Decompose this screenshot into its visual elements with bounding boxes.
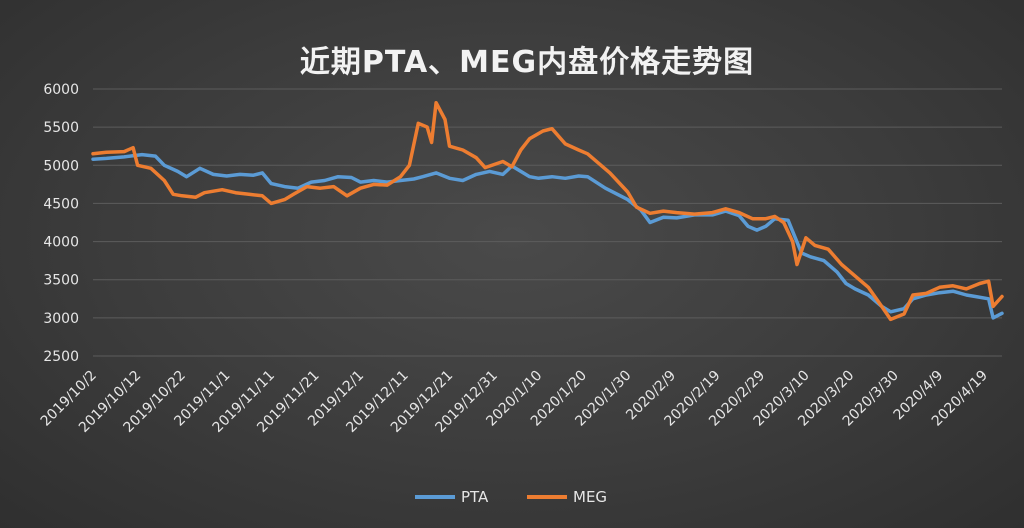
gridlines bbox=[93, 88, 1002, 357]
y-tick-label: 6000 bbox=[43, 82, 79, 98]
y-tick-label: 3500 bbox=[43, 273, 79, 289]
y-tick-label: 4000 bbox=[43, 235, 79, 251]
x-axis-tick-labels: 2019/10/22019/10/122019/10/222019/11/120… bbox=[38, 368, 991, 436]
chart-title: 近期PTA、MEG内盘价格走势图 bbox=[300, 45, 754, 80]
y-tick-label: 5000 bbox=[43, 158, 79, 174]
series-line-pta bbox=[91, 152, 1004, 320]
legend: PTA MEG bbox=[415, 488, 607, 506]
y-tick-label: 5500 bbox=[43, 120, 79, 136]
series-line-meg bbox=[91, 100, 1004, 322]
legend-label-pta: PTA bbox=[461, 488, 489, 506]
legend-label-meg: MEG bbox=[573, 488, 607, 506]
y-tick-label: 4500 bbox=[43, 196, 79, 212]
series-lines bbox=[91, 100, 1004, 322]
y-axis-tick-labels: 2500 3000 3500 4000 4500 5000 5500 6000 bbox=[43, 82, 79, 365]
y-tick-label: 3000 bbox=[43, 311, 79, 327]
y-tick-label: 2500 bbox=[43, 349, 79, 365]
